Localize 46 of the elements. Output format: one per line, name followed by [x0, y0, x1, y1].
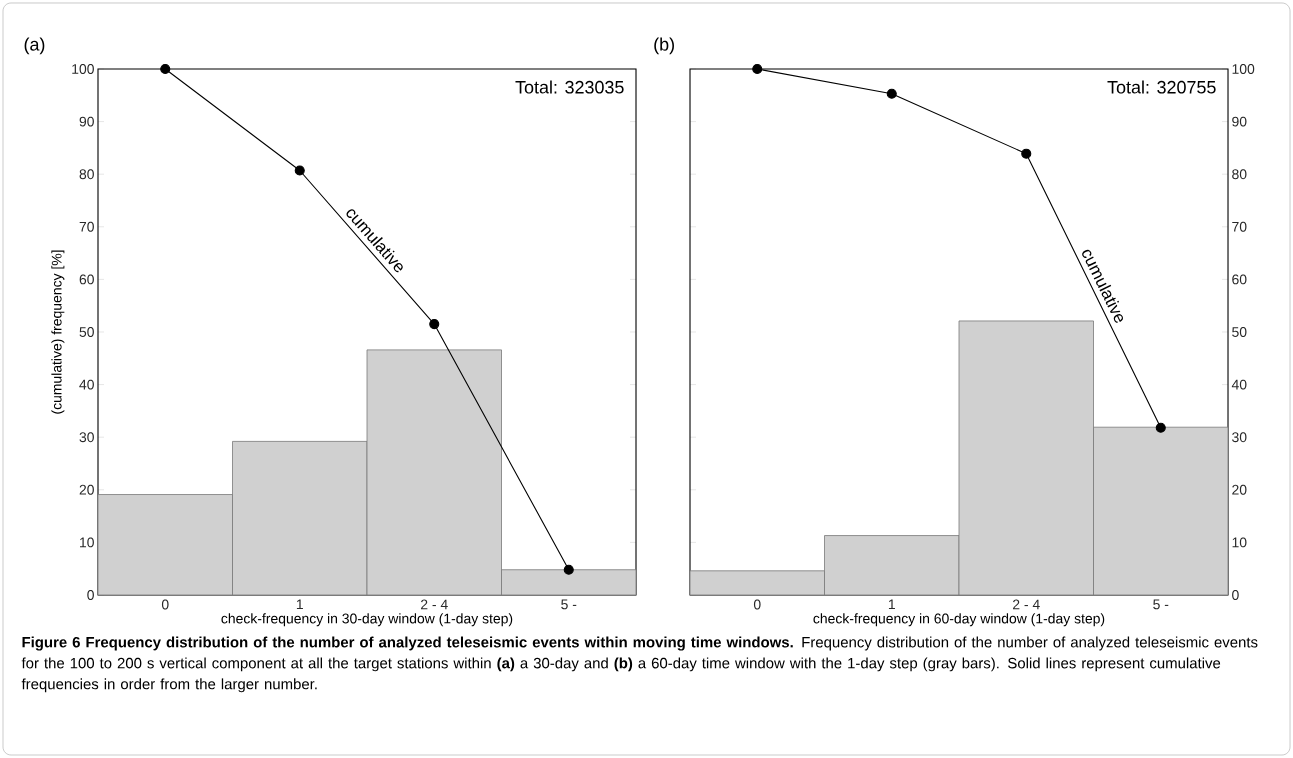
x-axis-title: check-frequency in 30-day window (1-day step) [221, 613, 513, 627]
point [886, 88, 897, 99]
chart-title: (b) [654, 37, 674, 55]
y-axis-title: (cumulative) frequency [%] [51, 250, 65, 414]
text: Figure 6 Frequency distribution of the number of analyzed teleseismic events within moving time windows. Frequency distribution of the number of analyzed teleseismic events for the 100 to 200 s vertical component at all the target stations within (a) a 30-day and (b) a 60-day time window with the 1-day step (gray bars). Solid lines represent cumulative frequencies in order from the larger number. [21, 636, 1258, 693]
x-tick-label: 1 [888, 599, 895, 610]
x-tick-label: 2 - 4 [1013, 599, 1040, 610]
point [429, 319, 440, 330]
x-tick-label: 0 [161, 599, 169, 610]
y-tick-label: 0 [1232, 590, 1239, 600]
y-tick-label: 90 [79, 116, 94, 127]
point [1021, 148, 1032, 159]
y-tick-label: 100 [1232, 64, 1255, 74]
x-axis-title: check-frequency in 60-day window (1-day step) [813, 613, 1105, 627]
y-tick-label: 40 [79, 379, 94, 390]
y-tick-label: 30 [1232, 432, 1247, 443]
x-tick-label: 0 [753, 599, 761, 610]
y-tick-label: 20 [1232, 484, 1247, 495]
point [1155, 422, 1166, 433]
x-tick-label: 1 [296, 599, 303, 610]
annotation: Total: 323035 [515, 80, 624, 94]
y-tick-label: 80 [1232, 169, 1247, 180]
y-tick-label: 30 [79, 432, 94, 443]
annotation: Total: 320755 [1107, 80, 1216, 94]
y-tick-label: 100 [72, 64, 94, 74]
y-tick-label: 90 [1232, 116, 1247, 127]
y-tick-label: 20 [79, 484, 94, 495]
point [294, 165, 305, 176]
y-tick-label: 80 [79, 169, 94, 180]
y-tick-label: 10 [80, 537, 94, 548]
y-tick-label: 70 [79, 221, 94, 232]
y-tick-label: 40 [1231, 379, 1247, 390]
x-tick-label: 5 - [1153, 599, 1169, 610]
point [563, 564, 574, 575]
y-tick-label: 50 [79, 327, 94, 337]
y-tick-label: 70 [1232, 221, 1247, 232]
chart-title: (a) [24, 37, 45, 55]
y-tick-label: 50 [1232, 327, 1247, 337]
y-tick-label: 10 [1232, 537, 1247, 548]
x-tick-label: 5 - [561, 599, 577, 610]
y-tick-label: 60 [79, 274, 94, 285]
point [752, 63, 763, 75]
point [160, 63, 171, 75]
y-tick-label: 60 [1232, 274, 1247, 285]
y-tick-label: 0 [87, 590, 94, 600]
x-tick-label: 2 - 4 [421, 599, 448, 610]
